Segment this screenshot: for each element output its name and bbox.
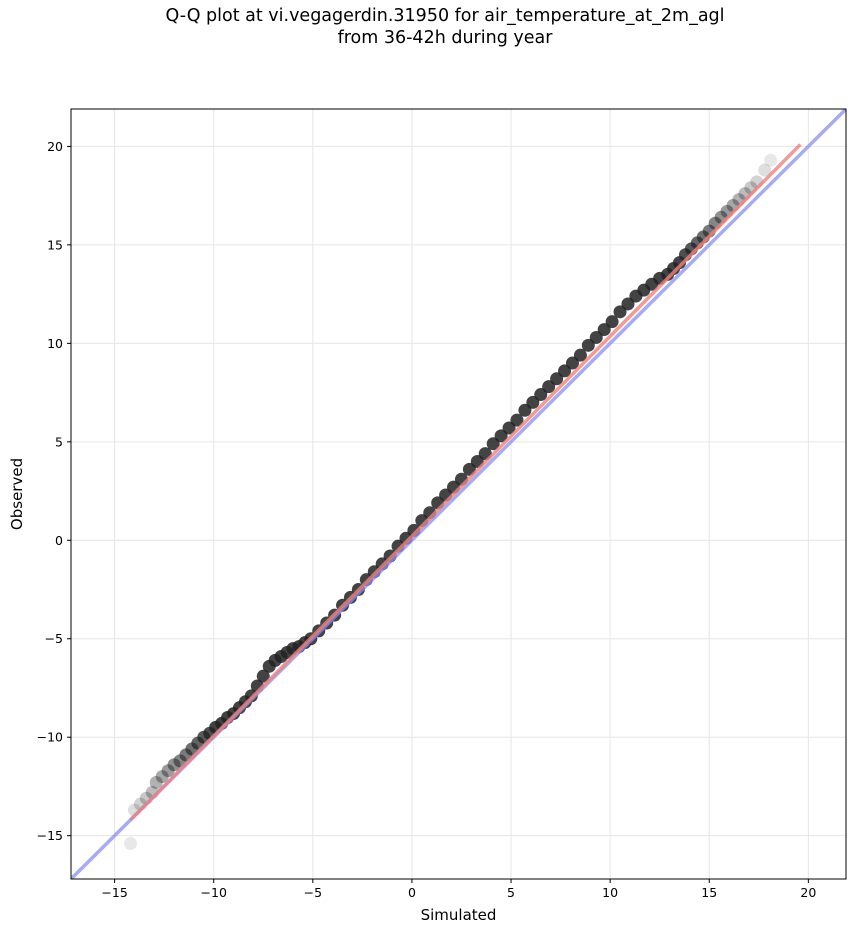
quantile-point bbox=[621, 297, 635, 311]
quantile-point bbox=[486, 437, 500, 451]
x-tick-label: 20 bbox=[800, 885, 816, 900]
x-tick-label: 0 bbox=[408, 885, 416, 900]
x-tick-label: −5 bbox=[304, 885, 322, 900]
x-tick-label: 10 bbox=[602, 885, 618, 900]
reference-lines bbox=[71, 109, 846, 879]
quantile-point bbox=[256, 669, 270, 683]
quantile-point bbox=[526, 395, 540, 409]
quantile-point bbox=[123, 837, 137, 851]
quantile-point bbox=[550, 372, 564, 386]
x-tick-label: 5 bbox=[507, 885, 515, 900]
chart-title-line-1: Q-Q plot at vi.vegagerdin.31950 for air_… bbox=[165, 6, 725, 26]
y-tick-label: 0 bbox=[55, 533, 63, 548]
y-axis-label: Observed bbox=[8, 458, 26, 530]
y-tick-label: 5 bbox=[55, 434, 63, 449]
plot-frame bbox=[70, 108, 847, 880]
quantile-point bbox=[558, 364, 572, 378]
chart-title-line-2: from 36-42h during year bbox=[337, 28, 553, 48]
x-tick-label: −15 bbox=[101, 885, 127, 900]
quantile-point bbox=[581, 338, 595, 352]
quantile-point bbox=[764, 153, 778, 167]
quantile-point bbox=[149, 776, 163, 790]
y-tick-label: 20 bbox=[47, 139, 63, 154]
x-axis-ticks: −15 −10 −5 0 5 10 15 20 bbox=[101, 879, 816, 900]
quantile-point bbox=[605, 315, 619, 329]
quantile-point bbox=[510, 413, 524, 427]
quantile-point bbox=[155, 770, 169, 784]
y-tick-label: −5 bbox=[45, 631, 63, 646]
quantile-point bbox=[758, 163, 772, 177]
quantile-point bbox=[542, 380, 556, 394]
quantile-point bbox=[613, 305, 627, 319]
quantile-point bbox=[597, 323, 611, 337]
y-tick-label: −10 bbox=[37, 730, 63, 745]
quantile-point bbox=[565, 356, 579, 370]
quantile-point bbox=[494, 429, 508, 443]
y-tick-label: −15 bbox=[37, 828, 63, 843]
x-tick-label: −10 bbox=[201, 885, 227, 900]
x-tick-label: 15 bbox=[701, 885, 717, 900]
y-tick-label: 15 bbox=[47, 237, 63, 252]
quantile-point bbox=[589, 330, 603, 344]
quantile-point bbox=[518, 403, 532, 417]
quantile-point bbox=[534, 388, 548, 402]
y-axis-ticks: −15 −10 −5 0 5 10 15 20 bbox=[37, 139, 71, 843]
chart-title: Q-Q plot at vi.vegagerdin.31950 for air_… bbox=[0, 5, 854, 49]
fit-line bbox=[129, 143, 802, 822]
x-axis-label: Simulated bbox=[421, 906, 497, 924]
y-tick-label: 10 bbox=[47, 336, 63, 351]
quantile-point bbox=[573, 348, 587, 362]
quantile-point bbox=[502, 421, 516, 435]
